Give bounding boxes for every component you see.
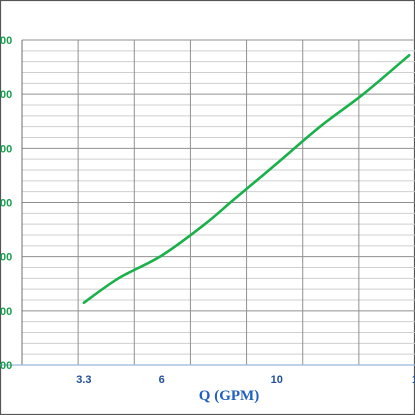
x-tick-label: 6 <box>159 374 165 386</box>
y-tick-label: 00 <box>0 360 12 372</box>
y-tick-label: 00 <box>0 252 12 264</box>
x-tick-label: 1 <box>412 374 415 386</box>
y-axis-ticks: 00 00 00 00 00 00 00 <box>0 35 12 372</box>
series-layer <box>82 53 411 304</box>
series-line <box>82 53 411 304</box>
y-tick-label: 00 <box>0 89 12 101</box>
y-tick-label: 00 <box>0 35 12 47</box>
y-tick-label: 00 <box>0 143 12 155</box>
x-axis-label: Q (GPM) <box>199 388 259 404</box>
x-axis-ticks: 3.3 6 10 1 <box>76 374 415 386</box>
y-tick-label: 00 <box>0 198 12 210</box>
x-tick-label: 10 <box>271 374 283 386</box>
y-tick-label: 00 <box>0 306 12 318</box>
x-tick-label: 3.3 <box>76 374 91 386</box>
plot-grid <box>0 39 415 366</box>
